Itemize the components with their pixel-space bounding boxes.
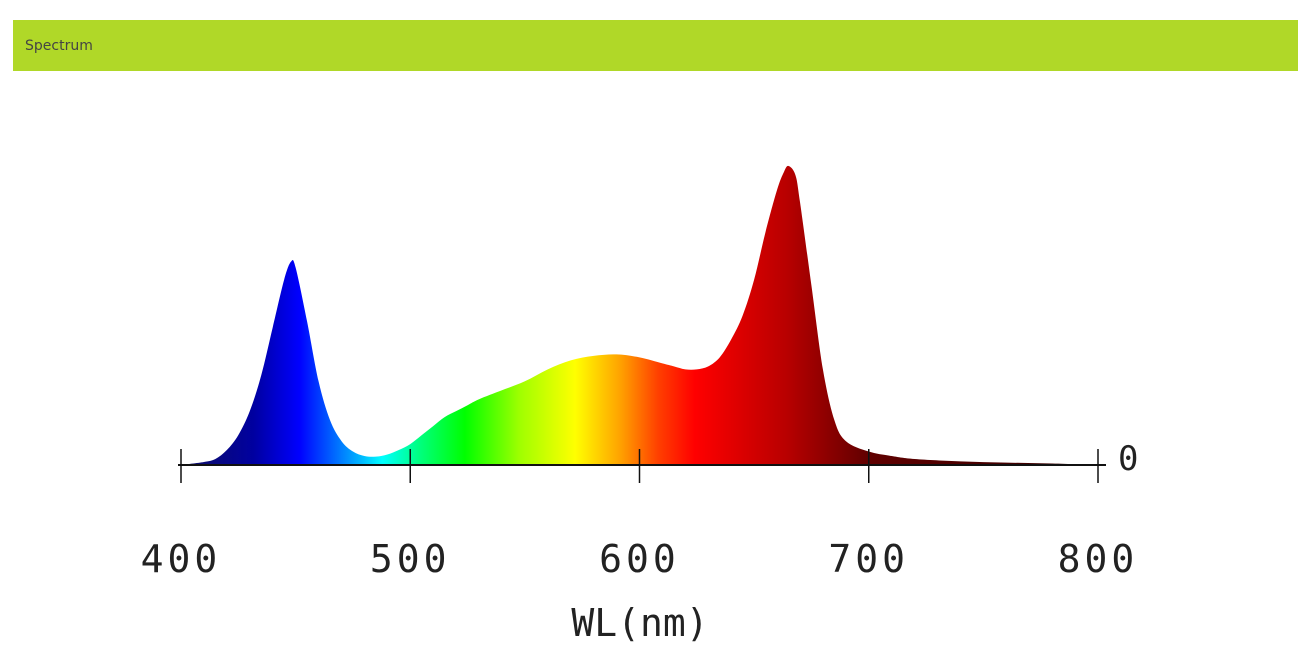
x-tick-label: 500	[370, 537, 451, 581]
x-tick-label: 400	[141, 537, 222, 581]
x-tick-label: 600	[599, 537, 680, 581]
x-tick-label: 800	[1058, 537, 1139, 581]
x-tick-label: 700	[828, 537, 909, 581]
x-axis-title: WL(nm)	[571, 601, 708, 645]
header-bar: Spectrum	[13, 20, 1298, 71]
page-title: Spectrum	[25, 37, 93, 54]
y-tick-label: 0	[1118, 439, 1138, 479]
spectrum-area	[181, 165, 1098, 465]
